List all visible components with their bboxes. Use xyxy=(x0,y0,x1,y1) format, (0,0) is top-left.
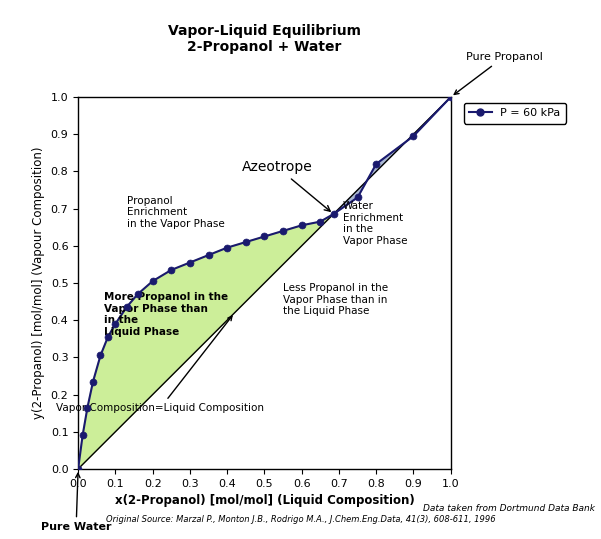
Text: Pure Water: Pure Water xyxy=(41,473,111,533)
Text: Vapor-Liquid Equilibrium: Vapor-Liquid Equilibrium xyxy=(168,24,361,38)
Text: Propanol
Enrichment
in the Vapor Phase: Propanol Enrichment in the Vapor Phase xyxy=(127,196,224,229)
Text: More Propanol in the
Vapor Phase than
in the
Liquid Phase: More Propanol in the Vapor Phase than in… xyxy=(104,292,228,337)
Y-axis label: y(2-Propanol) [mol/mol] (Vapour Composition): y(2-Propanol) [mol/mol] (Vapour Composit… xyxy=(32,147,45,419)
X-axis label: x(2-Propanol) [mol/mol] (Liquid Composition): x(2-Propanol) [mol/mol] (Liquid Composit… xyxy=(115,494,414,507)
Polygon shape xyxy=(334,97,451,214)
Text: Water
Enrichment
in the
Vapor Phase: Water Enrichment in the Vapor Phase xyxy=(343,201,407,246)
Polygon shape xyxy=(78,214,334,469)
Text: Pure Propanol: Pure Propanol xyxy=(454,52,543,94)
Text: Azeotrope: Azeotrope xyxy=(242,161,330,211)
Legend: P = 60 kPa: P = 60 kPa xyxy=(464,102,566,123)
Text: Data taken from Dortmund Data Bank: Data taken from Dortmund Data Bank xyxy=(423,504,595,513)
Text: Vapor Composition=Liquid Composition: Vapor Composition=Liquid Composition xyxy=(56,316,264,413)
Text: 2-Propanol + Water: 2-Propanol + Water xyxy=(188,40,341,54)
Text: Less Propanol in the
Vapor Phase than in
the Liquid Phase: Less Propanol in the Vapor Phase than in… xyxy=(283,283,388,316)
Text: Original Source: Marzal P., Monton J.B., Rodrigo M.A., J.Chem.Eng.Data, 41(3), 6: Original Source: Marzal P., Monton J.B.,… xyxy=(106,515,495,524)
